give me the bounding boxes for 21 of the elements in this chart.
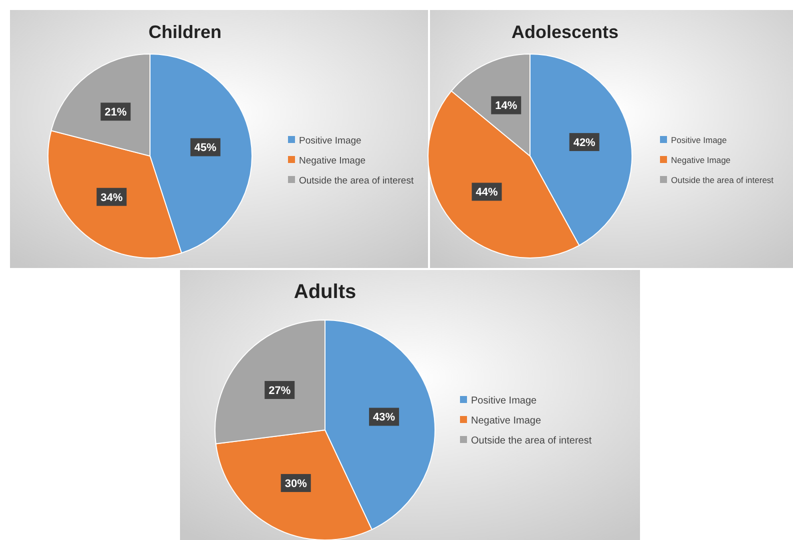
data-label: 27% bbox=[268, 384, 291, 397]
legend-label: Negative Image bbox=[671, 154, 731, 165]
legend-label: Outside the area of interest bbox=[471, 436, 592, 446]
data-label: 42% bbox=[573, 136, 596, 149]
legend-label: Positive Image bbox=[471, 396, 538, 406]
legend-label: Negative Image bbox=[471, 416, 542, 426]
legend-label: Outside the area of interest bbox=[671, 174, 774, 185]
data-label: 44% bbox=[476, 186, 498, 199]
legend-label: Negative Image bbox=[299, 155, 366, 166]
chart-title: Adolescents bbox=[511, 22, 619, 42]
data-label: 45% bbox=[194, 142, 217, 154]
chart-title: Children bbox=[148, 22, 222, 42]
chart-title: Adults bbox=[294, 281, 356, 303]
data-label: 43% bbox=[373, 412, 396, 424]
legend-label: Outside the area of interest bbox=[299, 175, 414, 186]
data-label: 14% bbox=[495, 100, 518, 112]
data-label: 30% bbox=[284, 478, 308, 490]
legend-label: Positive Image bbox=[299, 135, 362, 146]
legend-label: Positive Image bbox=[671, 134, 728, 145]
data-label: 21% bbox=[104, 106, 127, 119]
data-label: 34% bbox=[100, 192, 123, 204]
